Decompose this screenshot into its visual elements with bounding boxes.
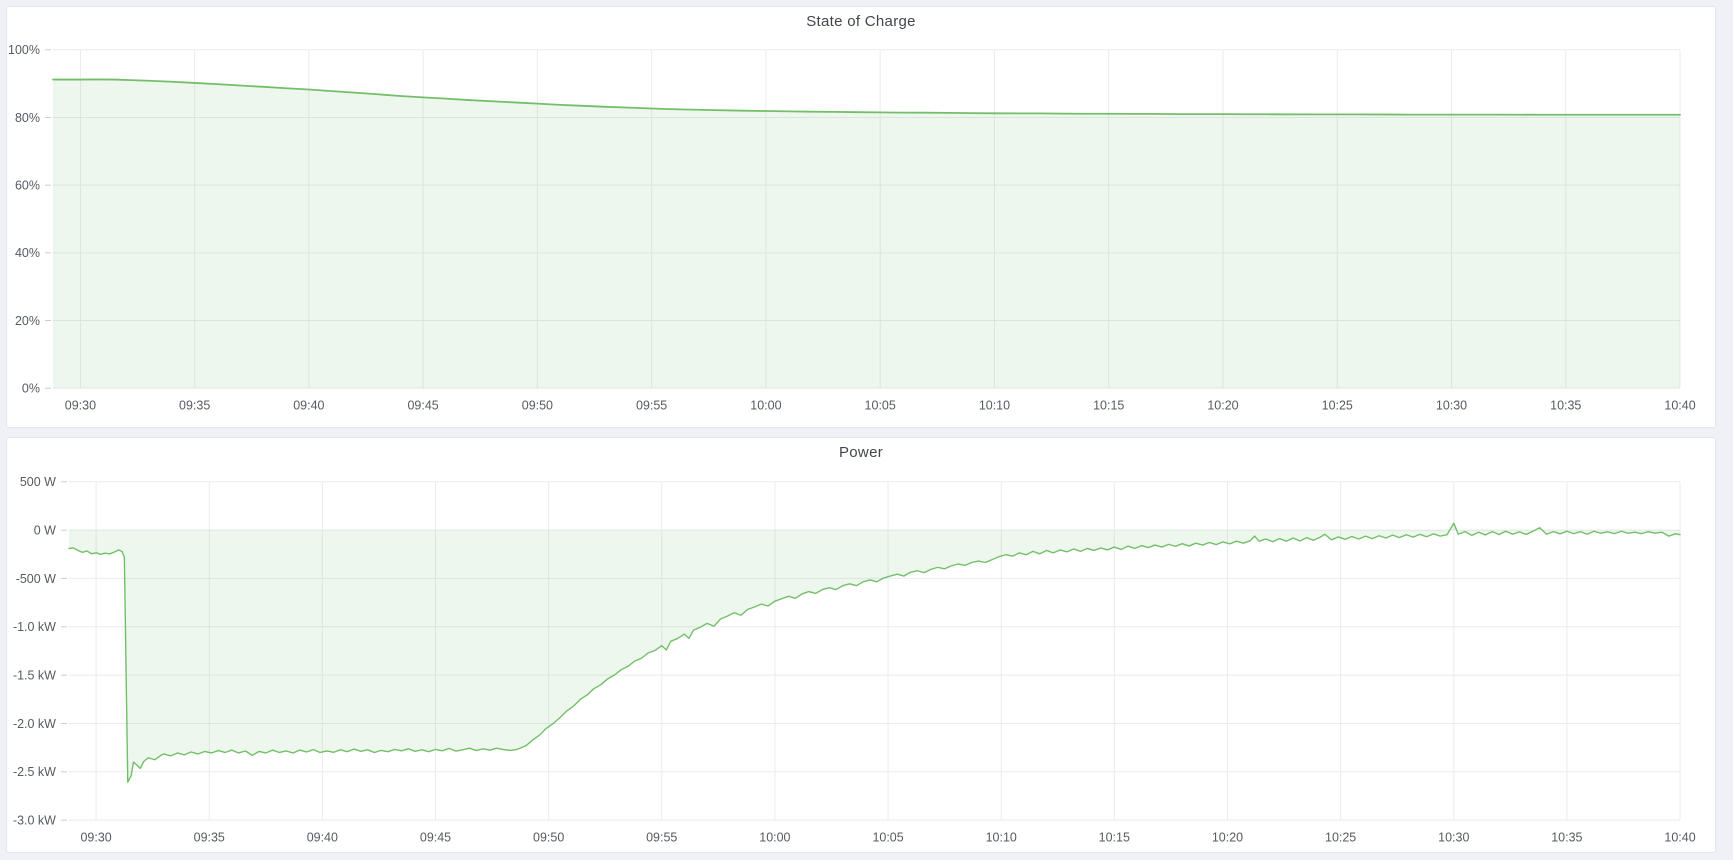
x-axis-tick-label: 09:50	[533, 830, 564, 844]
x-axis-tick-label: 10:10	[986, 830, 1017, 844]
x-axis-tick-label: 10:00	[750, 398, 781, 412]
y-axis-tick-label: -3.0 kW	[13, 814, 56, 828]
x-axis-tick-label: 10:05	[865, 398, 896, 412]
y-axis-tick-label: 20%	[15, 314, 40, 328]
x-axis-tick-label: 10:20	[1207, 398, 1238, 412]
x-axis-tick-label: 10:40	[1664, 830, 1695, 844]
x-axis-tick-label: 10:40	[1664, 398, 1695, 412]
y-axis-tick-label: -1.0 kW	[13, 620, 56, 634]
x-axis-tick-label: 10:35	[1551, 830, 1582, 844]
x-axis-tick-label: 09:55	[636, 398, 667, 412]
y-axis-tick-label: -1.5 kW	[13, 669, 56, 683]
y-axis-tick-label: 100%	[8, 43, 40, 57]
y-axis-tick-label: 0 W	[34, 524, 56, 538]
x-axis-tick-label: 09:50	[522, 398, 553, 412]
x-axis-tick-label: 09:30	[65, 398, 96, 412]
power-chart[interactable]: 500 W 0 W -500 W -1.0 kW -1.5 kW -2.0 kW -2.5 …	[7, 438, 1715, 852]
x-axis-tick-label: 09:45	[407, 398, 438, 412]
panel-header-state-of-charge[interactable]: State of Charge	[7, 7, 1715, 37]
state-of-charge-chart[interactable]: 100% 80% 60% 40% 20% 0% 09:30 09:35 09:40 09:45 09…	[7, 7, 1715, 427]
x-axis-tick-label: 09:40	[293, 398, 324, 412]
x-axis-tick-label: 09:35	[194, 830, 225, 844]
x-axis-tick-label: 10:30	[1438, 830, 1469, 844]
gridlines	[44, 49, 1681, 389]
panel-header-power[interactable]: Power	[7, 438, 1715, 468]
x-axis-tick-label: 09:55	[646, 830, 677, 844]
x-axis-tick-label: 10:35	[1550, 398, 1581, 412]
y-axis-tick-label: 60%	[15, 179, 40, 193]
panel-power: Power 500 W 0 W -500 W -1.0 kW -1.5 kW -2.0 k…	[6, 437, 1716, 853]
x-axis-tick-label: 10:00	[759, 830, 790, 844]
series-line	[52, 78, 1681, 116]
x-axis-tick-label: 09:30	[80, 830, 111, 844]
gridlines	[60, 481, 1681, 821]
panel-title-power[interactable]: Power	[838, 444, 884, 461]
y-axis-tick-label: -2.5 kW	[13, 765, 56, 779]
x-axis-tick-label: 10:10	[979, 398, 1010, 412]
axis-labels: 500 W 0 W -500 W -1.0 kW -1.5 kW -2.0 kW -2.5 …	[13, 475, 1696, 844]
y-axis-tick-label: 40%	[15, 246, 40, 260]
panel-state-of-charge: State of Charge 100% 80% 60% 40% 20% 0% 09:30 0…	[6, 6, 1716, 428]
panel-title-state-of-charge[interactable]: State of Charge	[806, 13, 916, 30]
x-axis-tick-label: 09:35	[179, 398, 210, 412]
x-axis-tick-label: 10:30	[1436, 398, 1467, 412]
y-axis-tick-label: -500 W	[16, 572, 56, 586]
x-axis-tick-label: 10:20	[1212, 830, 1243, 844]
y-axis-tick-label: 500 W	[20, 475, 56, 489]
series-area	[68, 523, 1681, 783]
series-line	[68, 522, 1681, 783]
y-axis-tick-label: 80%	[15, 111, 40, 125]
series-area	[52, 79, 1681, 389]
x-axis-tick-label: 10:15	[1093, 398, 1124, 412]
x-axis-tick-label: 09:45	[420, 830, 451, 844]
x-axis-tick-label: 10:25	[1325, 830, 1356, 844]
x-axis-tick-label: 10:05	[872, 830, 903, 844]
x-axis-tick-label: 10:15	[1099, 830, 1130, 844]
y-axis-tick-label: 0%	[22, 382, 40, 396]
axis-labels: 100% 80% 60% 40% 20% 0% 09:30 09:35 09:40 09:45 09…	[8, 43, 1696, 412]
x-axis-tick-label: 09:40	[307, 830, 338, 844]
x-axis-tick-label: 10:25	[1322, 398, 1353, 412]
y-axis-tick-label: -2.0 kW	[13, 717, 56, 731]
